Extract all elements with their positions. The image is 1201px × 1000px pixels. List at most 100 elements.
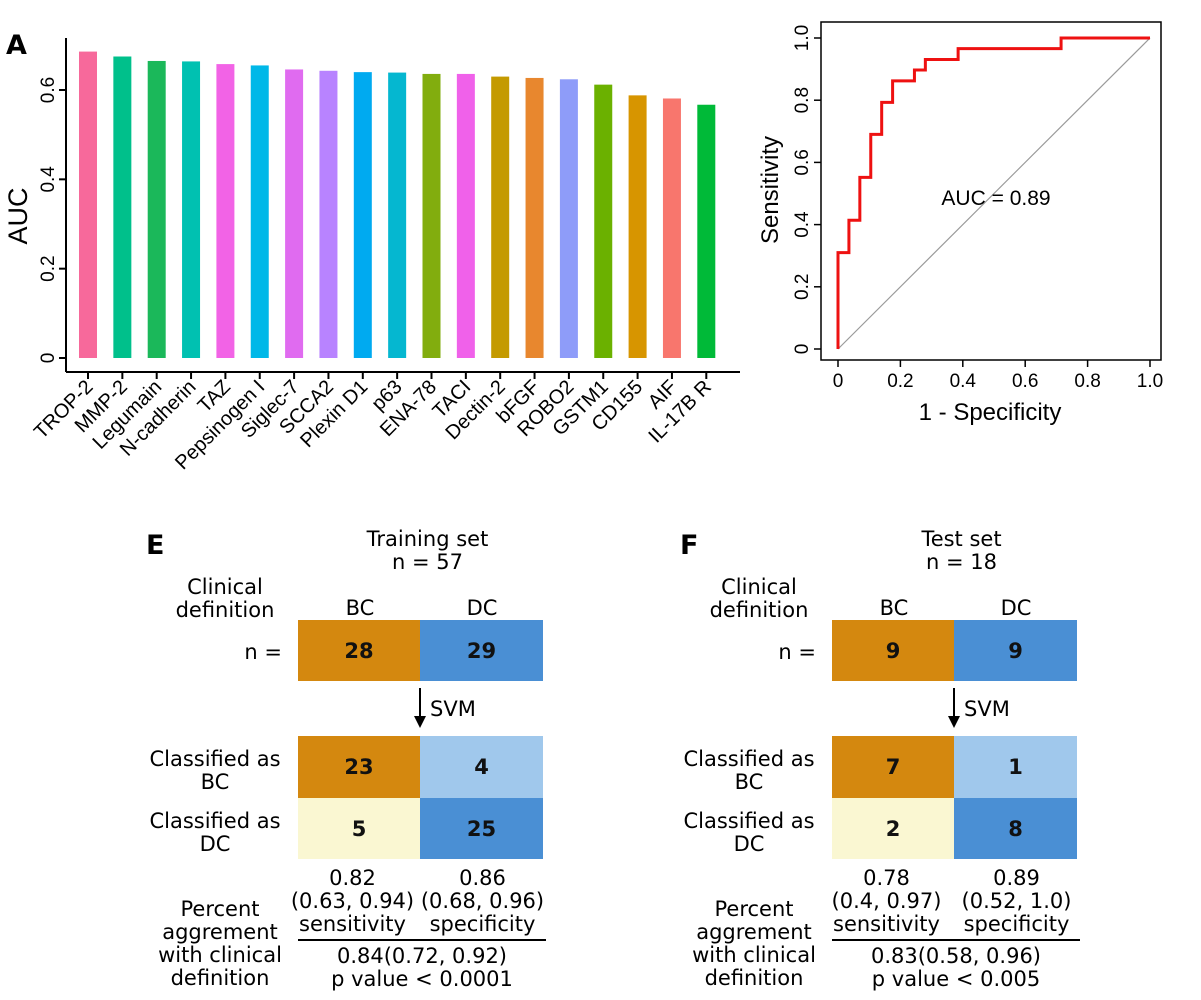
n-dc-cell: 9 <box>954 620 1077 681</box>
y-tick-label: 0.6 <box>38 77 59 103</box>
percent-agreement-label: Percent aggrement with clinical definiti… <box>692 897 816 990</box>
panel-e-label: E <box>146 530 165 561</box>
bar-ena-78 <box>422 73 441 359</box>
panel-f-title: Test set <box>921 527 1002 551</box>
cell-dc-dc: 25 <box>420 798 543 859</box>
bar-robo2 <box>559 79 578 358</box>
bar-legumain <box>147 60 166 358</box>
bar-dectin-2 <box>491 76 510 358</box>
bar-pepsinogen-i <box>250 65 269 358</box>
roc-chart-axes: 0 0 0.2 0.2 0.4 0.4 0.6 0.6 0.8 0.8 1.0 1.0 <box>792 21 1163 392</box>
y-tick-label: 0.2 <box>38 255 59 281</box>
y-tick-label: 0 <box>38 353 59 364</box>
roc-reference-line <box>837 37 1151 350</box>
svm-label: SVM <box>430 697 476 721</box>
panel-f: F Test set n = 18 Clinical definition BC… <box>534 520 1134 1000</box>
cell-dc-bc: 5 <box>298 798 420 859</box>
summary-rule <box>832 939 1080 941</box>
svm-arrow-head <box>414 716 426 728</box>
roc-chart-curves <box>836 36 1151 350</box>
clinical-definition-header: Clinical definition <box>709 575 809 622</box>
bar-scca2 <box>319 70 338 358</box>
svm-arrow-shaft <box>953 688 955 718</box>
bar-bfgf <box>525 77 544 358</box>
roc-x-tick-label: 0.6 <box>1012 371 1038 392</box>
column-bc-header: BC <box>345 596 375 620</box>
overall-agreement: 0.83(0.58, 0.96) <box>870 944 1041 968</box>
roc-x-tick-label: 0 <box>833 371 844 392</box>
roc-x-tick-label: 0.4 <box>950 371 977 392</box>
n-bc-cell: 9 <box>832 620 954 681</box>
bar-cd155 <box>628 95 647 359</box>
roc-y-tick-label: 0.6 <box>792 149 813 175</box>
cell-dc-dc: 8 <box>954 798 1077 859</box>
roc-y-tick-label: 1.0 <box>792 25 813 51</box>
panel-f-n-total: n = 18 <box>926 550 997 574</box>
n-dc-cell: 29 <box>420 620 543 681</box>
cell-bc-dc: 4 <box>420 736 543 798</box>
classified-dc-label: Classified as DC <box>149 809 281 856</box>
bar-il-17b-r <box>697 104 716 359</box>
roc-y-tick-label: 0.8 <box>792 87 813 113</box>
svm-arrow-head <box>948 716 960 728</box>
n-bc-cell: 28 <box>298 620 420 681</box>
panel-e: E Training set n = 57 Clinical definitio… <box>0 520 600 1000</box>
bar-mmp-2 <box>113 56 132 358</box>
bar-trop-2 <box>79 51 97 358</box>
cell-bc-bc: 23 <box>298 736 420 798</box>
panel-e-n-total: n = 57 <box>392 550 463 574</box>
roc-y-label: Sensitivity <box>757 136 784 244</box>
roc-y-tick-label: 0.2 <box>792 274 813 300</box>
y-tick-label: 0.4 <box>38 166 59 193</box>
cell-bc-dc: 1 <box>954 736 1077 798</box>
bar-n-cadherin <box>182 61 201 359</box>
bar-taz <box>216 64 235 359</box>
roc-chart: 0 0 0.2 0.2 0.4 0.4 0.6 0.6 0.8 0.8 1.0 1.0 AUC = 0… <box>757 21 1163 426</box>
column-dc-header: DC <box>466 596 498 620</box>
roc-x-tick-label: 0.8 <box>1074 371 1100 392</box>
summary-rule <box>298 939 546 941</box>
column-dc-header: DC <box>1000 596 1032 620</box>
cell-bc-bc: 7 <box>832 736 954 798</box>
n-row-label: n = <box>244 640 282 664</box>
column-bc-header: BC <box>879 596 909 620</box>
specificity-block: 0.89 (0.52, 1.0) specificity <box>961 866 1072 936</box>
sensitivity-block: 0.78 (0.4, 0.97) sensitivity <box>831 866 942 936</box>
classified-bc-label: Classified as BC <box>683 747 815 794</box>
roc-x-label: 1 - Specificity <box>919 399 1062 426</box>
bar-gstm1 <box>594 84 613 358</box>
p-value: p value < 0.0001 <box>331 967 513 991</box>
bar-siglec-7 <box>285 69 304 358</box>
roc-auc-annotation: AUC = 0.89 <box>941 187 1050 210</box>
roc-plot-frame <box>820 21 1162 361</box>
panel-a-label: A <box>6 30 27 61</box>
p-value: p value < 0.005 <box>871 967 1041 991</box>
sensitivity-block: 0.82 (0.63, 0.94) sensitivity <box>290 866 415 936</box>
bar-chart-y-label: AUC <box>3 187 33 244</box>
roc-x-tick-label: 1.0 <box>1137 371 1163 392</box>
roc-curve <box>836 36 1150 349</box>
classified-dc-label: Classified as DC <box>683 809 815 856</box>
bar-taci <box>456 73 475 359</box>
bar-p63 <box>388 72 407 358</box>
n-row-label: n = <box>778 640 816 664</box>
bar-plexin-d1 <box>353 72 372 358</box>
panel-f-label: F <box>680 530 699 561</box>
roc-y-tick-label: 0.4 <box>792 211 813 238</box>
cell-dc-bc: 2 <box>832 798 954 859</box>
bar-chart-x-tick-labels: TROP-2MMP-2LegumainN-cadherinTAZPepsinog… <box>30 376 716 474</box>
svm-arrow-shaft <box>419 688 421 718</box>
specificity-block: 0.86 (0.68, 0.96) specificity <box>420 866 545 936</box>
panel-e-title: Training set <box>366 527 489 551</box>
auc-bar-chart: 0 0.2 0.4 0.6 TROP-2MMP-2LegumainN-cadherin… <box>3 38 740 474</box>
roc-x-tick-label: 0.2 <box>887 371 913 392</box>
classified-bc-label: Classified as BC <box>149 747 281 794</box>
overall-agreement: 0.84(0.72, 0.92) <box>336 944 507 968</box>
bar-chart-bars <box>79 51 716 359</box>
bar-chart-axes: 0 0.2 0.4 0.6 <box>38 38 740 379</box>
roc-y-tick-label: 0 <box>792 344 813 355</box>
clinical-definition-header: Clinical definition <box>175 575 275 622</box>
svm-label: SVM <box>964 697 1010 721</box>
bar-aif <box>662 98 681 358</box>
percent-agreement-label: Percent aggrement with clinical definiti… <box>158 897 282 990</box>
